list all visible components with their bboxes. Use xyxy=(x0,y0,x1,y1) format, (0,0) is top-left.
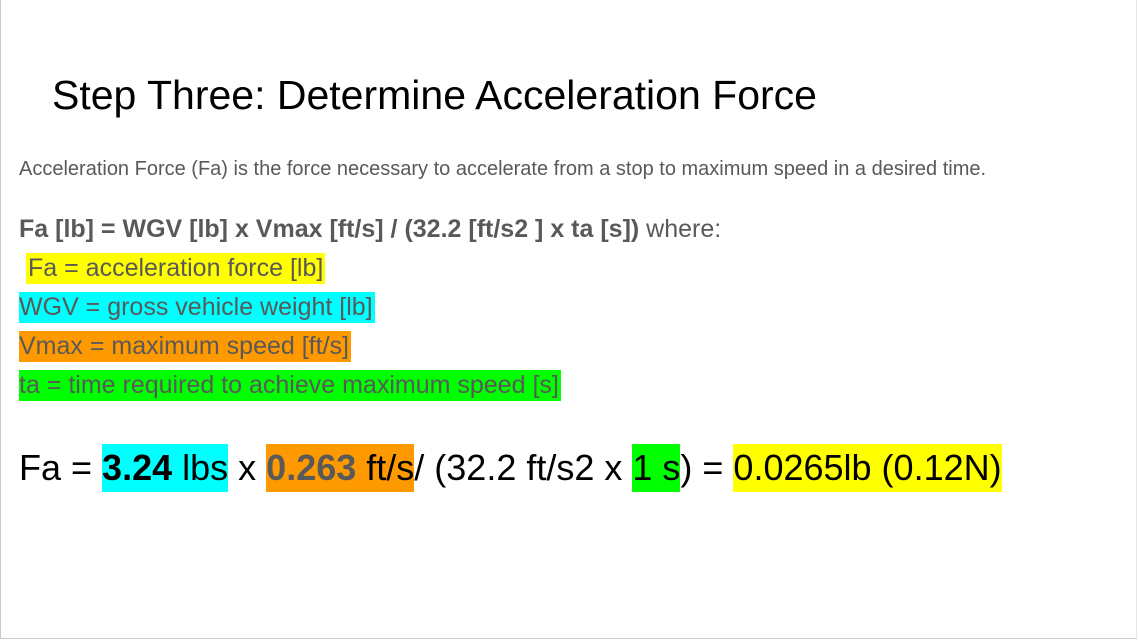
slide-title: Step Three: Determine Acceleration Force xyxy=(52,72,817,118)
formula-suffix: where: xyxy=(639,215,722,243)
definition-ta: ta = time required to achieve maximum sp… xyxy=(19,370,561,401)
calc-speed: 0.263 ft/s xyxy=(266,444,415,492)
calc-times: x xyxy=(228,447,267,488)
calculation-line: Fa = 3.24 lbs x 0.263 ft/s / (32.2 ft/s2… xyxy=(19,444,1002,492)
formula-expression: Fa [lb] = WGV [lb] x Vmax [ft/s] / (32.2… xyxy=(19,215,640,243)
intro-text: Acceleration Force (Fa) is the force nec… xyxy=(19,158,987,180)
formula-line: Fa [lb] = WGV [lb] x Vmax [ft/s] / (32.2… xyxy=(19,213,721,245)
calc-lhs: Fa = xyxy=(19,447,103,488)
calc-weight-unit: lbs xyxy=(172,447,229,488)
calc-weight-value: 3.24 xyxy=(102,447,173,488)
calc-close: ) = xyxy=(680,447,734,488)
calc-weight: 3.24 lbs xyxy=(102,444,229,492)
definition-vmax: Vmax = maximum speed [ft/s] xyxy=(19,331,351,362)
calc-time: 1 s xyxy=(632,444,681,492)
definition-wgv: WGV = gross vehicle weight [lb] xyxy=(19,292,375,323)
definition-fa: Fa = acceleration force [lb] xyxy=(26,253,326,284)
calc-speed-value: 0.263 xyxy=(266,447,357,488)
calc-result: 0.0265lb (0.12N) xyxy=(733,444,1002,492)
calc-speed-unit: ft/s xyxy=(356,447,415,488)
calc-divider: / (32.2 ft/s2 x xyxy=(414,447,633,488)
